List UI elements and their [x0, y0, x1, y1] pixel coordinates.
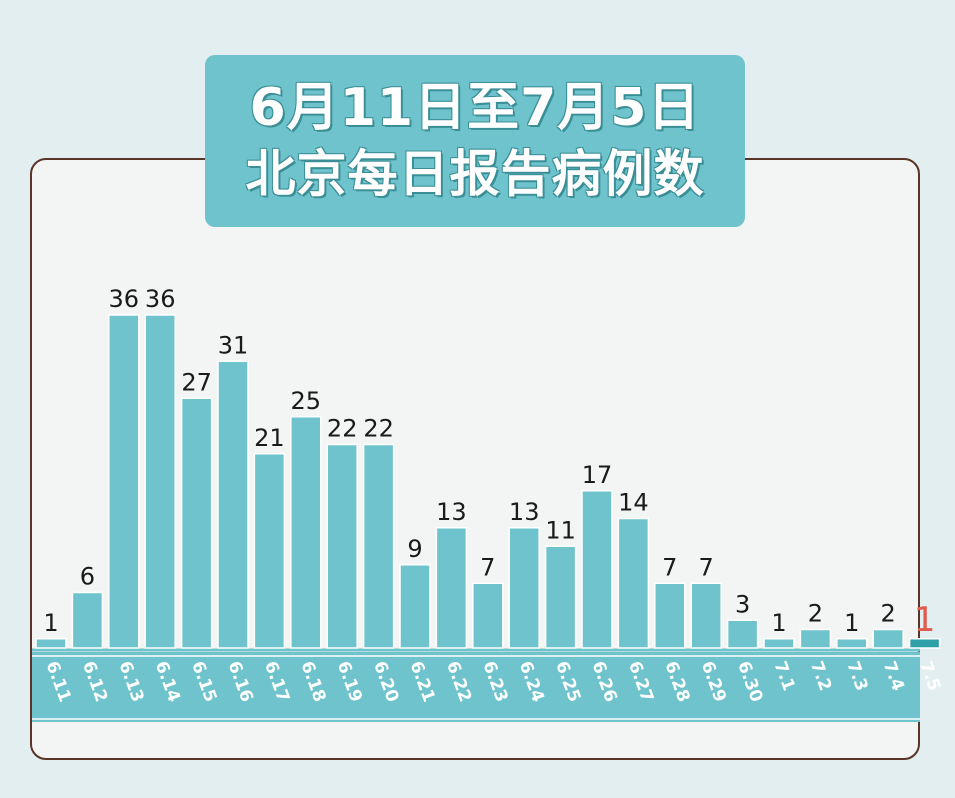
value-label-6.22: 13 — [436, 498, 467, 526]
bar-6.30 — [726, 619, 759, 649]
value-label-6.15: 27 — [181, 368, 212, 396]
bar-6.22 — [435, 527, 468, 649]
value-label-7.4: 2 — [881, 600, 896, 628]
value-label-6.23: 7 — [480, 553, 495, 581]
bar-6.18 — [290, 416, 322, 649]
value-label-6.14: 36 — [145, 285, 176, 313]
bar-6.19 — [326, 443, 358, 649]
bar-7.1 — [763, 638, 795, 649]
value-label-6.26: 17 — [582, 461, 613, 489]
bar-6.28 — [654, 582, 686, 649]
value-label-6.21: 9 — [407, 535, 422, 563]
value-label-6.28: 7 — [662, 553, 677, 581]
bar-6.27 — [617, 517, 650, 649]
bar-6.12 — [71, 591, 104, 649]
bar-6.25 — [544, 545, 577, 649]
title-box: 6月11日至7月5日 北京每日报告病例数 — [205, 55, 745, 227]
bar-7.3 — [836, 638, 868, 649]
value-label-7.2: 2 — [808, 600, 823, 628]
value-label-6.30: 3 — [735, 590, 750, 618]
value-label-6.18: 25 — [291, 387, 322, 415]
value-label-6.12: 6 — [80, 563, 95, 591]
bar-7.5 — [908, 638, 941, 649]
title-line-1: 6月11日至7月5日 — [249, 78, 701, 138]
value-label-6.20: 22 — [363, 415, 394, 443]
value-label-6.17: 21 — [254, 424, 285, 452]
bar-6.20 — [362, 443, 395, 649]
value-label-6.13: 36 — [109, 285, 140, 313]
bar-6.13 — [108, 314, 140, 649]
value-label-7.5: 1 — [914, 600, 936, 640]
bar-6.26 — [581, 490, 613, 649]
bar-6.16 — [217, 360, 249, 649]
value-label-7.1: 1 — [771, 609, 786, 637]
bar-7.2 — [799, 628, 832, 649]
bar-6.21 — [399, 564, 431, 649]
bar-6.15 — [180, 397, 213, 649]
value-label-6.19: 22 — [327, 415, 358, 443]
value-label-6.24: 13 — [509, 498, 540, 526]
value-label-6.27: 14 — [618, 489, 649, 517]
title-line-2: 北京每日报告病例数 — [245, 145, 705, 203]
bar-6.14 — [144, 314, 176, 649]
bar-6.29 — [690, 582, 722, 649]
bar-6.24 — [508, 527, 540, 649]
x-axis-band — [32, 652, 920, 722]
bars-group — [35, 314, 941, 649]
value-label-6.29: 7 — [699, 553, 714, 581]
value-label-7.3: 1 — [844, 609, 859, 637]
bar-6.23 — [472, 582, 504, 649]
value-label-6.25: 11 — [545, 516, 576, 544]
value-label-6.11: 1 — [43, 609, 58, 637]
bar-6.11 — [35, 638, 67, 649]
bar-6.17 — [253, 453, 286, 649]
value-label-6.16: 31 — [218, 331, 249, 359]
bar-7.4 — [872, 628, 904, 649]
